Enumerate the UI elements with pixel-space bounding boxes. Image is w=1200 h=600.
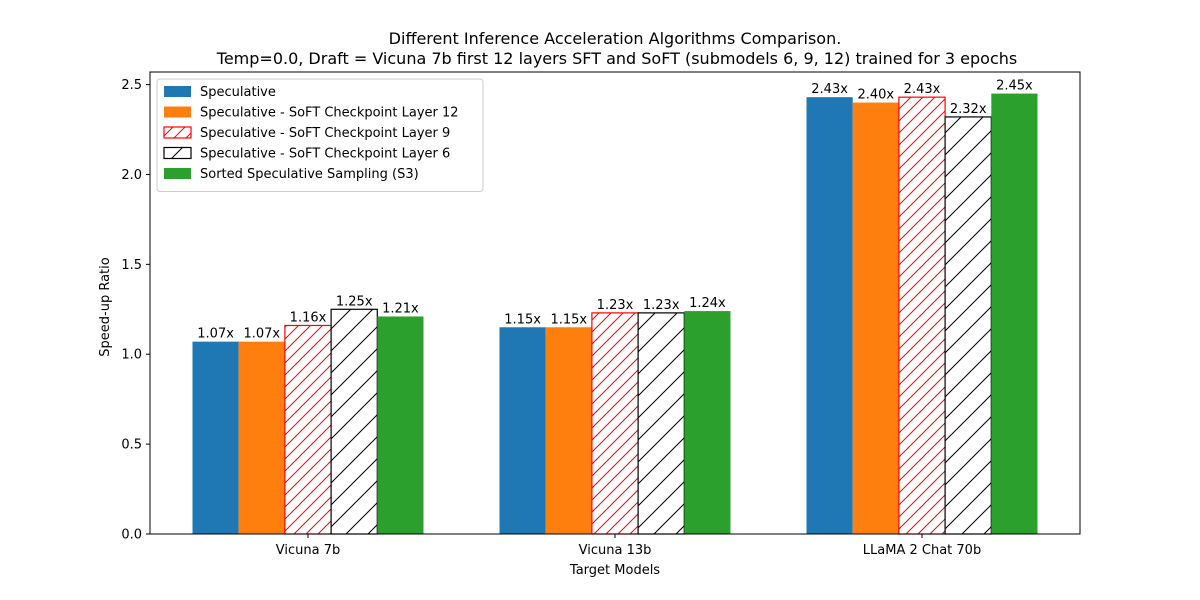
- bar-1-2: [499, 327, 546, 534]
- legend-swatch-5: [164, 168, 191, 179]
- legend-box: [156, 78, 484, 192]
- bar-4-1: [330, 308, 378, 535]
- data-label-4-2: 1.23x: [643, 298, 680, 313]
- chart-title: Different Inference Acceleration Algorit…: [389, 29, 842, 48]
- y-tick-label: 1.0: [121, 348, 142, 363]
- data-label-3-1: 1.16x: [290, 310, 327, 325]
- data-label-1-2: 1.15x: [504, 312, 541, 327]
- bar-4-3: [944, 116, 992, 535]
- x-tick-label: LLaMA 2 Chat 70b: [863, 543, 981, 558]
- legend-label-4: Speculative - SoFT Checkpoint Layer 6: [200, 147, 450, 162]
- data-label-5-3: 2.45x: [996, 79, 1033, 94]
- bar-3-1: [284, 324, 332, 535]
- chart-subtitle: Temp=0.0, Draft = Vicuna 7b first 12 lay…: [216, 49, 1017, 68]
- bar-5-2: [684, 311, 731, 534]
- data-label-5-1: 1.21x: [382, 301, 419, 316]
- legend-label-3: Speculative - SoFT Checkpoint Layer 9: [200, 126, 450, 141]
- y-tick-label: 2.5: [121, 78, 142, 93]
- data-label-1-3: 2.43x: [811, 82, 848, 97]
- x-tick-label: Vicuna 7b: [276, 543, 340, 558]
- data-label-1-1: 1.07x: [197, 327, 234, 342]
- legend-label-5: Sorted Speculative Sampling (S3): [200, 167, 419, 182]
- y-tick-label: 0.0: [121, 528, 142, 543]
- bar-4-2: [637, 312, 685, 535]
- legend-swatch-1: [164, 86, 191, 97]
- y-tick-label: 1.5: [121, 258, 142, 273]
- bar-3-3: [898, 96, 946, 535]
- y-axis-label: Speed-up Ratio: [98, 257, 113, 356]
- data-label-5-2: 1.24x: [689, 296, 726, 311]
- data-label-3-3: 2.43x: [904, 82, 941, 97]
- legend: Speculative Speculative - SoFT Checkpoint…: [156, 78, 484, 192]
- legend-swatch-2: [164, 106, 191, 118]
- y-tick-label: 0.5: [121, 438, 142, 453]
- bar-2-1: [238, 341, 285, 534]
- bar-2-3: [852, 102, 899, 535]
- plot-area: [149, 71, 1081, 535]
- data-label-4-1: 1.25x: [336, 294, 373, 309]
- data-label-2-1: 1.07x: [243, 327, 280, 342]
- bar-1-3: [806, 97, 853, 535]
- bar-3-2: [591, 312, 639, 535]
- legend-swatch-3: [163, 126, 192, 139]
- data-labels: 1.07x 1.15x 2.43x 1.07x 1.15x 2.40x 1.16x 1.23x…: [197, 79, 1033, 342]
- y-axis: 0.0 0.5 1.0 1.5 2.0 2.5: [121, 78, 150, 543]
- bar-1-1: [192, 341, 239, 534]
- x-tick-label: Vicuna 13b: [579, 543, 652, 558]
- x-axis-label: Target Models: [569, 563, 660, 578]
- legend-label-2: Speculative - SoFT Checkpoint Layer 12: [200, 106, 459, 121]
- bar-2-2: [545, 327, 592, 534]
- y-tick-label: 2.0: [121, 168, 142, 183]
- x-axis: Vicuna 7b Vicuna 13b LLaMA 2 Chat 70b: [276, 534, 981, 558]
- legend-label-1: Speculative: [200, 85, 276, 100]
- data-label-3-2: 1.23x: [597, 298, 634, 313]
- data-label-2-3: 2.40x: [857, 88, 894, 103]
- data-label-4-3: 2.32x: [950, 102, 987, 117]
- legend-swatch-4: [163, 146, 192, 160]
- bar-5-3: [991, 93, 1038, 534]
- bar-5-1: [377, 316, 424, 534]
- data-label-2-2: 1.15x: [550, 312, 587, 327]
